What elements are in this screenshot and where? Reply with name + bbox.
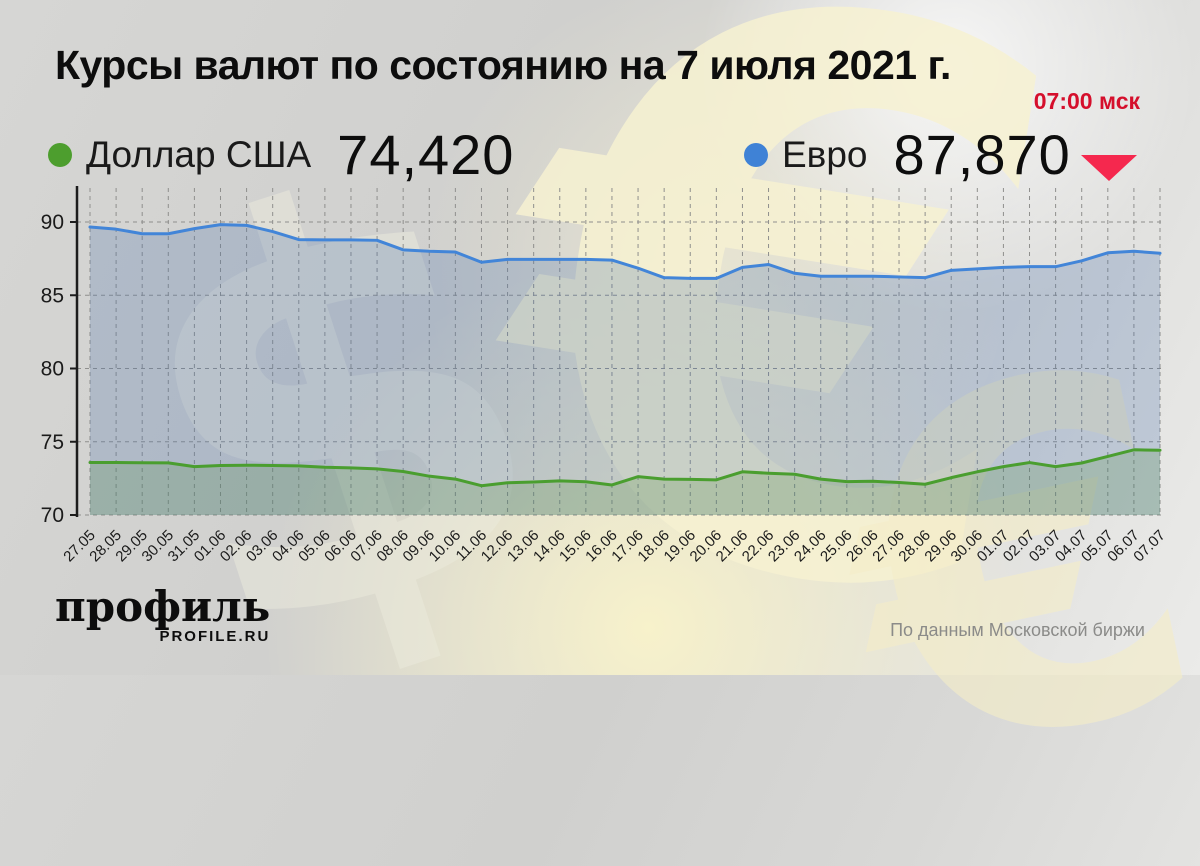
series-line: [88, 223, 1162, 280]
euro-label: Евро: [782, 133, 868, 175]
dollar-dot-icon: [48, 142, 72, 167]
currency-chart: 707580859027.0528.0529.0530.0531.0501.06…: [41, 186, 1169, 565]
dollar-value: 74,420: [337, 123, 515, 186]
series-area: [90, 224, 1160, 515]
legend-euro: Евро 87,870: [744, 122, 1137, 187]
dollar-label: Доллар США: [86, 133, 312, 175]
legend-dollar: Доллар США 74,420: [48, 122, 514, 187]
y-axis-label: 85: [41, 284, 64, 307]
y-axis-label: 80: [41, 358, 64, 381]
logo-subtitle: PROFILE.RU: [159, 628, 271, 645]
euro-value: 87,870: [893, 123, 1071, 186]
y-axis-label: 90: [41, 211, 64, 234]
source-note: По данным Московской биржи: [890, 620, 1145, 640]
y-axis-label: 70: [41, 504, 64, 527]
euro-dot-icon: [744, 142, 768, 167]
profile-logo: профиль PROFILE.RU: [55, 582, 271, 646]
series-area: [90, 449, 1160, 515]
logo-title: профиль: [55, 582, 271, 631]
trend-down-icon: [1080, 154, 1137, 181]
background-gradient: [0, 0, 1200, 675]
y-axis-label: 75: [41, 431, 64, 454]
page-title: Курсы валют по состоянию на 7 июля 2021 …: [55, 42, 951, 88]
timestamp: 07:00 мск: [1033, 88, 1140, 114]
series-line: [88, 448, 1162, 488]
